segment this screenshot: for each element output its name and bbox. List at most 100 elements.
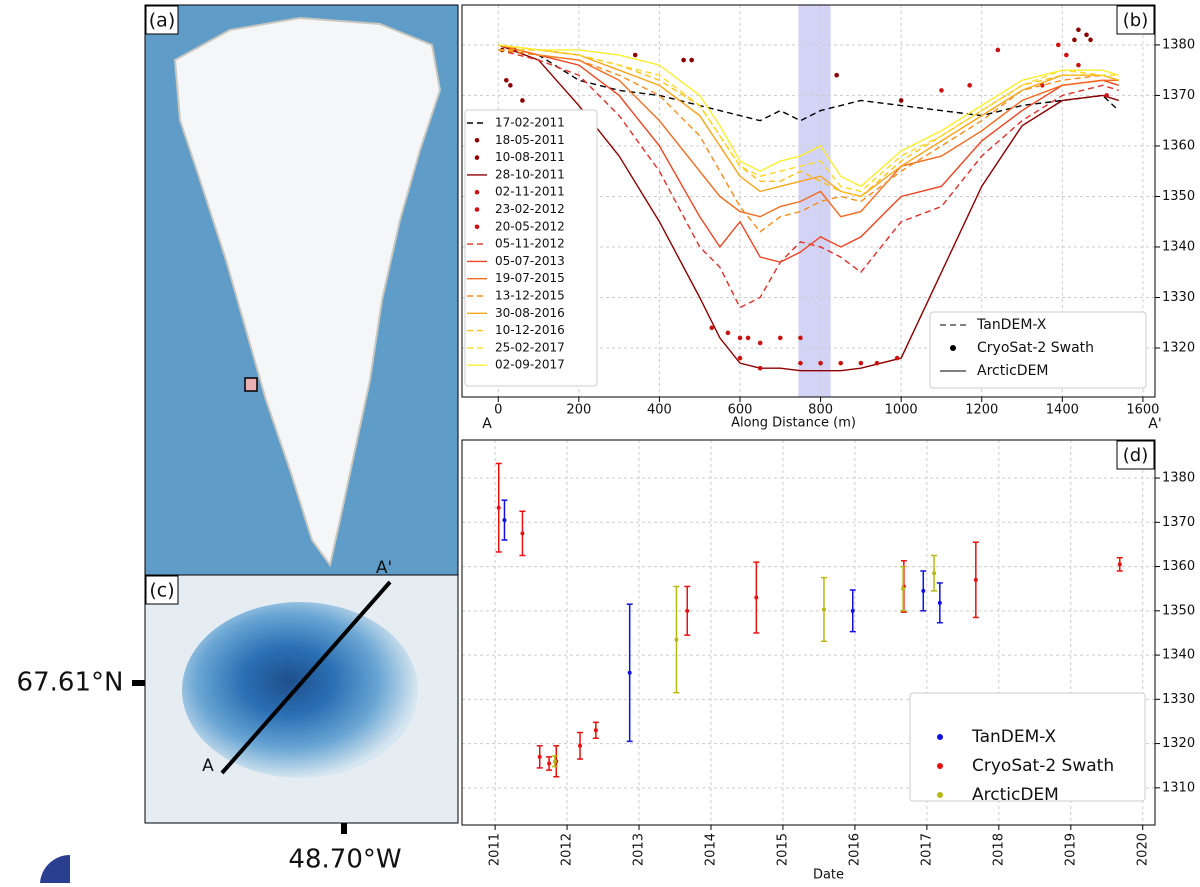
- data-point: [895, 356, 900, 361]
- data-point: [921, 589, 925, 593]
- legend-label: 05-07-2013: [495, 254, 565, 268]
- y-tick-label: 1310: [1162, 780, 1195, 795]
- data-point: [538, 755, 542, 759]
- highlight-span: [798, 5, 830, 397]
- profile-start: A: [202, 756, 214, 776]
- legend-label: 02-09-2017: [495, 358, 565, 372]
- y-tick-label: 1370: [1162, 515, 1195, 530]
- data-point: [726, 331, 731, 336]
- y-tick-label: 1320: [1162, 341, 1195, 356]
- data-point: [834, 73, 839, 78]
- data-point: [758, 366, 763, 371]
- data-point: [689, 58, 694, 63]
- data-point: [932, 571, 936, 575]
- y-tick-label: 1330: [1162, 290, 1195, 305]
- y-tick-label: 1350: [1162, 189, 1195, 204]
- legend-label: 13-12-2015: [495, 289, 565, 303]
- x-tick-label: 2013: [632, 833, 647, 866]
- y-tick-label: 1360: [1162, 138, 1195, 153]
- latitude-label: 67.61°N: [17, 668, 124, 698]
- data-point: [738, 356, 743, 361]
- data-point: [633, 53, 638, 58]
- data-point: [974, 578, 978, 582]
- data-point: [838, 361, 843, 366]
- data-point: [875, 361, 880, 366]
- x-tick-label: 2020: [1135, 833, 1150, 866]
- legend-label: CryoSat-2 Swath: [977, 340, 1094, 356]
- legend-swatch: [937, 763, 943, 769]
- panel-tag: (b): [1123, 10, 1148, 31]
- y-tick-label: 1340: [1162, 648, 1195, 663]
- logo: [40, 855, 70, 883]
- data-point: [754, 596, 758, 600]
- data-point: [758, 341, 763, 346]
- y-tick-label: 1320: [1162, 736, 1195, 751]
- data-point: [1056, 43, 1061, 48]
- data-point: [778, 336, 783, 341]
- data-point: [822, 607, 826, 611]
- panel-tag: (a): [149, 10, 175, 32]
- x-tick-label: 1200: [965, 403, 998, 418]
- panel-tag: (c): [149, 580, 174, 602]
- data-point: [685, 609, 689, 613]
- legend-label: 20-05-2012: [495, 219, 565, 233]
- x-tick-label: 2012: [560, 833, 575, 866]
- y-tick-label: 1370: [1162, 88, 1195, 103]
- data-point: [1076, 27, 1081, 32]
- x-tick-label: 0: [494, 403, 502, 418]
- legend-label: 28-10-2011: [495, 167, 565, 181]
- data-point: [628, 671, 632, 675]
- longitude-tick: [341, 823, 347, 834]
- x-tick-label: 2019: [1063, 833, 1078, 866]
- legend-swatch: [475, 190, 480, 195]
- legend-label: ArcticDEM: [977, 363, 1049, 379]
- y-tick-label: 1380: [1162, 471, 1195, 486]
- data-point: [1084, 33, 1089, 38]
- x-axis-label: Date: [813, 868, 844, 883]
- legend-label: CryoSat-2 Swath: [972, 756, 1114, 776]
- legend-label: ArcticDEM: [972, 785, 1059, 805]
- data-point: [738, 336, 743, 341]
- x-tick-label: 2016: [847, 833, 862, 866]
- profile-start: A: [482, 416, 492, 432]
- legend-label: 18-05-2011: [495, 133, 565, 147]
- legend-label: 10-08-2011: [495, 150, 565, 164]
- data-point: [1072, 38, 1077, 43]
- data-point: [798, 336, 803, 341]
- x-tick-label: 1000: [885, 403, 918, 418]
- data-point: [851, 609, 855, 613]
- legend-label: 23-02-2012: [495, 202, 565, 216]
- data-point: [502, 518, 506, 522]
- y-tick-label: 1350: [1162, 603, 1195, 618]
- legend-label: TanDEM-X: [976, 317, 1047, 333]
- legend-swatch: [475, 225, 480, 230]
- data-point: [798, 361, 803, 366]
- data-point: [594, 728, 598, 732]
- profile-end: A': [1148, 416, 1161, 432]
- x-tick-label: 200: [566, 403, 591, 418]
- legend-label: 25-02-2017: [495, 340, 565, 354]
- data-point: [938, 601, 942, 605]
- legend-swatch: [950, 345, 956, 351]
- data-point: [818, 361, 823, 366]
- data-point: [547, 761, 551, 765]
- legend-label: 17-02-2011: [495, 116, 565, 130]
- data-point: [746, 336, 751, 341]
- data-point: [508, 83, 513, 88]
- legend-label: 19-07-2015: [495, 271, 565, 285]
- study-site-box: [245, 378, 257, 391]
- data-point: [520, 98, 525, 103]
- data-point: [899, 98, 904, 103]
- legend-swatch: [937, 734, 943, 740]
- x-tick-label: 2018: [991, 833, 1006, 866]
- data-point: [497, 506, 501, 510]
- x-tick-label: 2011: [488, 833, 503, 866]
- data-point: [674, 638, 678, 642]
- x-tick-label: 400: [647, 403, 672, 418]
- y-tick-label: 1340: [1162, 239, 1195, 254]
- legend-swatch: [475, 155, 480, 160]
- longitude-label: 48.70°W: [288, 845, 401, 875]
- data-point: [681, 58, 686, 63]
- data-point: [1104, 93, 1109, 98]
- legend-label: 30-08-2016: [495, 306, 565, 320]
